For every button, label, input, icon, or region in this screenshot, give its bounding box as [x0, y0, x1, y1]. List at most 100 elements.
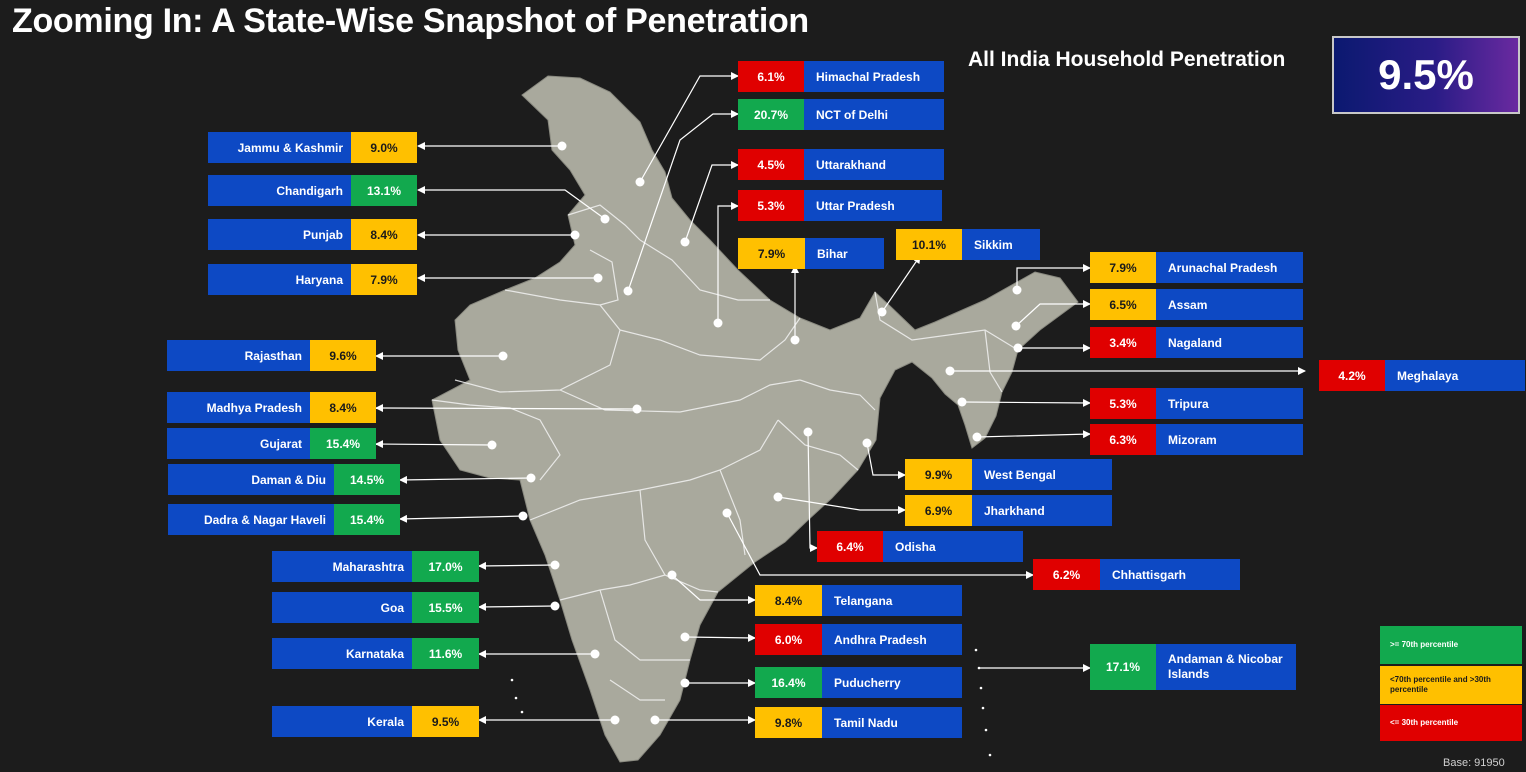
label-assam: 6.5% Assam: [1090, 289, 1303, 320]
leader-line: [1016, 264, 1091, 290]
state-name: Nagaland: [1156, 327, 1303, 358]
state-dot: [526, 473, 536, 483]
leader-line: [684, 161, 739, 243]
state-dot: [945, 366, 955, 376]
state-value: 15.5%: [412, 592, 479, 623]
state-dot: [680, 237, 690, 247]
state-name: Arunachal Pradesh: [1156, 252, 1303, 283]
label-uttar-pradesh: 5.3% Uttar Pradesh: [738, 190, 942, 221]
leader-line: [627, 110, 739, 292]
legend-mid-text: <70th percentile and >30th percentile: [1390, 675, 1491, 694]
label-puducherry: 16.4% Puducherry: [755, 667, 962, 698]
label-rajasthan: Rajasthan 9.6%: [167, 340, 376, 371]
state-value: 9.0%: [351, 132, 417, 163]
state-dot: [680, 678, 690, 688]
state-name: Uttar Pradesh: [804, 190, 942, 221]
state-dot: [667, 570, 677, 580]
label-nct-delhi: 20.7% NCT of Delhi: [738, 99, 944, 130]
leader-line: [478, 561, 556, 570]
page-title: Zooming In: A State-Wise Snapshot of Pen…: [12, 2, 809, 40]
state-name: Chhattisgarh: [1100, 559, 1240, 590]
state-value: 9.9%: [905, 459, 972, 490]
label-maharashtra: Maharashtra 17.0%: [272, 551, 479, 582]
state-dot: [680, 632, 690, 642]
state-name: Telangana: [822, 585, 962, 616]
state-dot: [593, 273, 603, 283]
leader-line: [375, 440, 493, 449]
label-chhattisgarh: 6.2% Chhattisgarh: [1033, 559, 1240, 590]
state-dot: [590, 649, 600, 659]
state-name: Sikkim: [962, 229, 1040, 260]
state-dots: [487, 141, 1023, 725]
label-chandigarh: Chandigarh 13.1%: [208, 175, 417, 206]
state-dot: [803, 427, 813, 437]
state-value: 4.5%: [738, 149, 804, 180]
state-value: 8.4%: [351, 219, 417, 250]
state-dot: [600, 214, 610, 224]
label-telangana: 8.4% Telangana: [755, 585, 962, 616]
state-value: 7.9%: [738, 238, 805, 269]
state-value: 9.5%: [412, 706, 479, 737]
label-west-bengal: 9.9% West Bengal: [905, 459, 1112, 490]
state-dot: [550, 560, 560, 570]
state-dot: [632, 404, 642, 414]
label-daman-diu: Daman & Diu 14.5%: [168, 464, 400, 495]
state-dot: [650, 715, 660, 725]
state-value: 6.2%: [1033, 559, 1100, 590]
state-name: Odisha: [883, 531, 1023, 562]
state-value: 3.4%: [1090, 327, 1156, 358]
state-name: Chandigarh: [208, 175, 351, 206]
state-value: 6.0%: [755, 624, 822, 655]
leader-line: [399, 514, 524, 523]
label-goa: Goa 15.5%: [272, 592, 479, 623]
state-name: Jharkhand: [972, 495, 1112, 526]
leader-line: [684, 633, 756, 642]
state-dot: [877, 307, 887, 317]
legend-high-text: >= 70th percentile: [1390, 640, 1459, 649]
label-gujarat: Gujarat 15.4%: [167, 428, 376, 459]
base-footnote: Base: 91950: [1443, 757, 1505, 769]
leader-line: [1015, 300, 1091, 327]
state-value: 6.3%: [1090, 424, 1156, 455]
state-dot: [635, 177, 645, 187]
label-tamil-nadu: 9.8% Tamil Nadu: [755, 707, 962, 738]
state-value: 9.8%: [755, 707, 822, 738]
state-value: 4.2%: [1319, 360, 1385, 391]
state-dot: [498, 351, 508, 361]
state-value: 15.4%: [310, 428, 376, 459]
state-value: 17.0%: [412, 551, 479, 582]
leader-line: [777, 496, 906, 514]
state-value: 5.3%: [738, 190, 804, 221]
state-name: Kerala: [272, 706, 412, 737]
label-andaman-nicobar: 17.1% Andaman & Nicobar Islands: [1090, 644, 1296, 690]
state-dot: [862, 438, 872, 448]
state-dot: [713, 318, 723, 328]
state-value: 16.4%: [755, 667, 822, 698]
state-name: Tripura: [1156, 388, 1303, 419]
state-value: 14.5%: [334, 464, 400, 495]
label-karnataka: Karnataka 11.6%: [272, 638, 479, 669]
label-dadra-nagar-haveli: Dadra & Nagar Haveli 15.4%: [168, 504, 400, 535]
state-value: 20.7%: [738, 99, 804, 130]
state-name: Himachal Pradesh: [804, 61, 944, 92]
state-name: Jammu & Kashmir: [208, 132, 351, 163]
state-name: Tamil Nadu: [822, 707, 962, 738]
state-dot: [610, 715, 620, 725]
state-value: 6.1%: [738, 61, 804, 92]
state-value: 9.6%: [310, 340, 376, 371]
leader-line: [639, 72, 739, 183]
all-india-value: 9.5%: [1332, 36, 1520, 114]
label-kerala: Kerala 9.5%: [272, 706, 479, 737]
label-punjab: Punjab 8.4%: [208, 219, 417, 250]
state-dot: [1011, 321, 1021, 331]
leader-line: [671, 574, 756, 604]
state-value: 11.6%: [412, 638, 479, 669]
state-dot: [790, 335, 800, 345]
legend-low: <= 30th percentile: [1380, 705, 1522, 741]
leader-line: [375, 404, 638, 413]
state-name: Karnataka: [272, 638, 412, 669]
state-value: 17.1%: [1090, 644, 1156, 690]
state-name: Assam: [1156, 289, 1303, 320]
state-value: 7.9%: [351, 264, 417, 295]
